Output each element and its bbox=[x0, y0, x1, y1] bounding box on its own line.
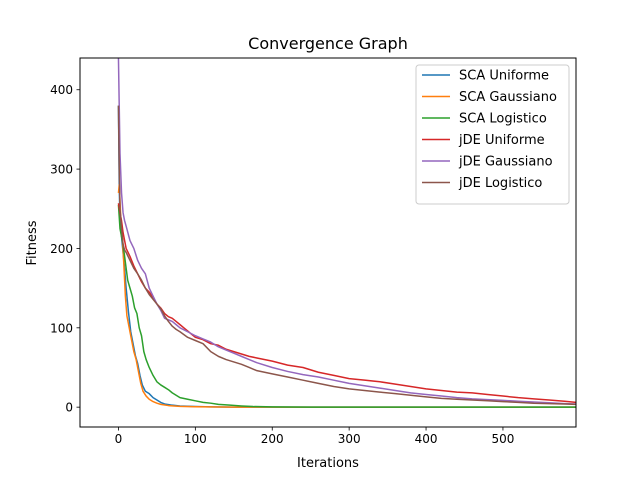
x-tick-label: 200 bbox=[261, 432, 284, 446]
axes-frame bbox=[79, 57, 577, 428]
legend-label-jde-uniforme: jDE Uniforme bbox=[458, 133, 545, 148]
x-axis-label: Iterations bbox=[297, 456, 359, 471]
y-tick-label: 100 bbox=[50, 321, 73, 335]
chart-title: Convergence Graph bbox=[248, 34, 408, 53]
y-axis: 0 100 200 300 400 bbox=[50, 83, 80, 415]
legend-label-sca-logistico: SCA Logistico bbox=[459, 112, 547, 127]
x-tick-label: 500 bbox=[491, 432, 514, 446]
series-line-sca-logistico bbox=[117, 204, 576, 408]
legend: SCA Uniforme SCA Gaussiano SCA Logistico jD… bbox=[415, 64, 570, 205]
y-tick-label: 300 bbox=[50, 163, 73, 177]
series-line-jde-logistico bbox=[117, 105, 576, 406]
legend-label-jde-logistico: jDE Logistico bbox=[458, 176, 542, 191]
y-tick-label: 400 bbox=[50, 83, 73, 97]
legend-label-sca-uniforme: SCA Uniforme bbox=[459, 69, 549, 84]
legend-box bbox=[415, 64, 570, 205]
series-line-sca-gaussiano bbox=[117, 184, 576, 408]
x-tick-label: 0 bbox=[115, 432, 123, 446]
legend-label-sca-gaussiano: SCA Gaussiano bbox=[459, 90, 557, 105]
plot-area bbox=[117, 58, 576, 408]
legend-label-jde-gaussiano: jDE Gaussiano bbox=[458, 155, 553, 170]
x-axis: 0 100 200 300 400 500 bbox=[115, 427, 514, 446]
x-tick-label: 300 bbox=[338, 432, 361, 446]
x-tick-label: 100 bbox=[184, 432, 207, 446]
y-tick-label: 200 bbox=[50, 242, 73, 256]
y-axis-label: Fitness bbox=[25, 220, 40, 265]
series-line-jde-gaussiano bbox=[117, 58, 576, 405]
x-tick-label: 400 bbox=[415, 432, 438, 446]
y-tick-label: 0 bbox=[65, 401, 73, 415]
